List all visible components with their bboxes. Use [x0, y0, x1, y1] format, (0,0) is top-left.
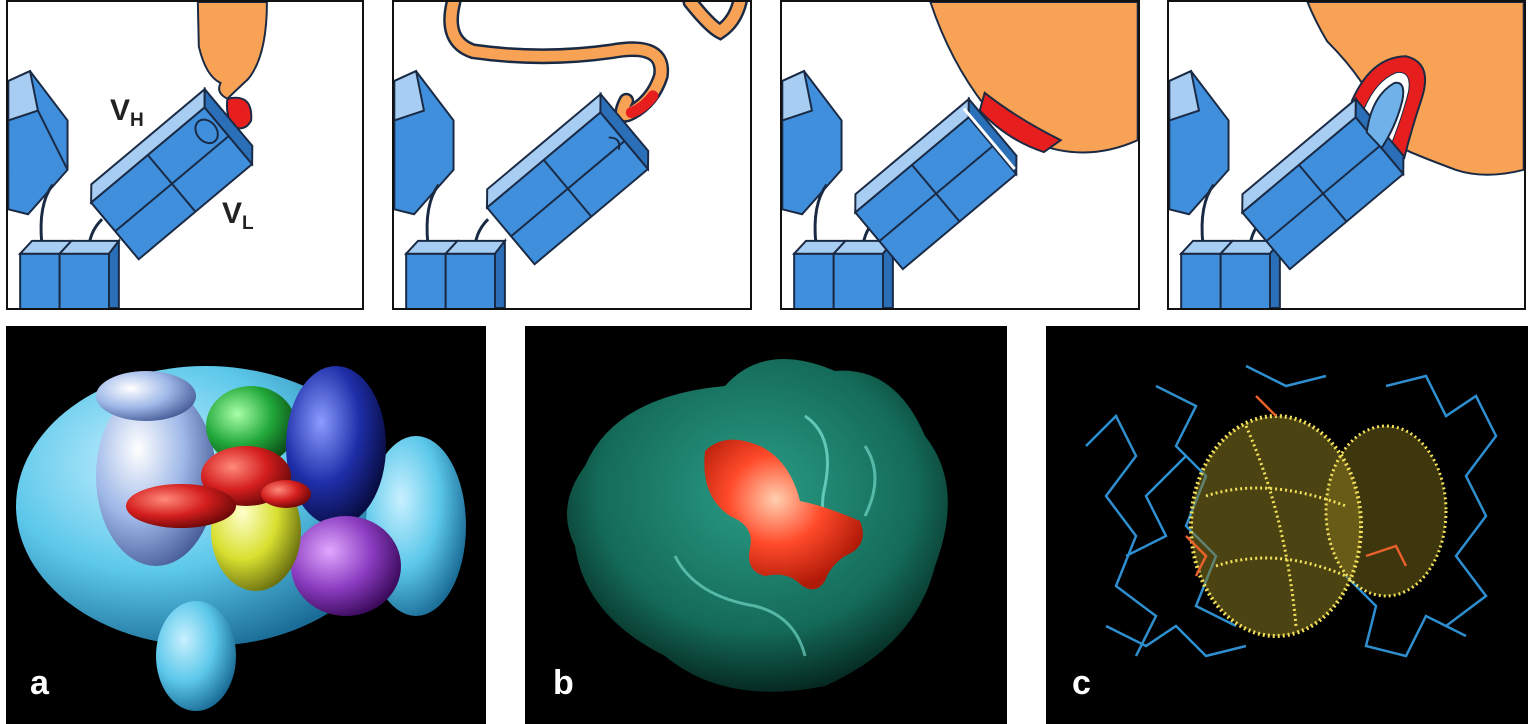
- structure-photo-c: c: [1046, 326, 1528, 724]
- surface-epitope: [978, 91, 1063, 154]
- pocket-probe: [1365, 81, 1405, 150]
- antibody-pocket-illustration: [1169, 2, 1524, 308]
- antibody-small-loop-illustration: [8, 2, 268, 308]
- fab-arm: [853, 96, 1018, 271]
- structure-photo-a: a: [6, 326, 486, 724]
- space-filling-model: [16, 366, 466, 711]
- hinge-line-1: [813, 183, 828, 244]
- antibody-left-arm: [782, 69, 843, 216]
- constant-blocks: [403, 237, 507, 308]
- antibody-left-arm: [394, 69, 455, 216]
- panel-label-b: b: [553, 664, 574, 702]
- vl-label-sub: L: [242, 213, 254, 234]
- diagram-panel-2: [392, 0, 752, 310]
- fab-arm: [89, 86, 254, 261]
- atom-cluster-green: [206, 386, 296, 466]
- antibody-peptide-illustration: [394, 2, 748, 308]
- mesh-surface: [1189, 414, 1448, 638]
- antibody-surface-illustration: [782, 2, 1138, 308]
- mesh-and-stick-model: [1085, 364, 1498, 658]
- constant-blocks: [1178, 237, 1282, 308]
- atom-cluster-navy: [286, 366, 386, 526]
- constant-blocks: [17, 237, 121, 308]
- vl-label-main: V: [222, 197, 243, 230]
- antigen-shape: [196, 2, 268, 100]
- bound-ligand: [704, 439, 863, 590]
- vh-label: VH: [110, 94, 144, 132]
- vh-label-main: V: [110, 94, 131, 127]
- panel-label-c: c: [1072, 664, 1091, 702]
- hinge-line-1: [1200, 183, 1215, 244]
- atom-cluster-purple: [291, 516, 401, 616]
- structure-photo-b: b: [525, 326, 1007, 724]
- diagram-panel-4: [1167, 0, 1526, 310]
- hinge-line-1: [425, 183, 440, 244]
- fab-arm: [485, 91, 650, 266]
- antibody-left-arm: [8, 69, 69, 216]
- diagram-panel-3: [780, 0, 1140, 310]
- vh-label-sub: H: [130, 110, 144, 131]
- constant-blocks: [791, 237, 895, 308]
- ligand-sticks: [1185, 395, 1408, 577]
- vl-label: VL: [222, 197, 254, 235]
- surface-ridge-3: [863, 445, 877, 517]
- peptide-strand-top-fill: [685, 2, 746, 38]
- epitope-loop: [225, 96, 253, 130]
- molecular-surface-model: [567, 359, 948, 692]
- hinge-line-1: [39, 183, 54, 244]
- diagram-panel-1: VH VL: [6, 0, 364, 310]
- atom-cluster-red: [126, 446, 311, 528]
- surface-ridge-2: [673, 555, 807, 657]
- peptide-epitope: [625, 90, 659, 118]
- antibody-left-arm: [1169, 69, 1230, 216]
- panel-label-a: a: [30, 664, 49, 702]
